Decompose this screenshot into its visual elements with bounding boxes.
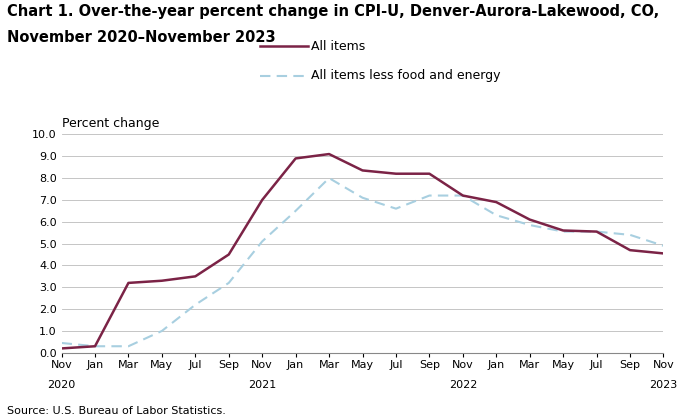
Text: Chart 1. Over-the-year percent change in CPI-U, Denver-Aurora-Lakewood, CO,: Chart 1. Over-the-year percent change in… bbox=[7, 4, 659, 19]
Text: Source: U.S. Bureau of Labor Statistics.: Source: U.S. Bureau of Labor Statistics. bbox=[7, 406, 226, 416]
Text: November 2020–November 2023: November 2020–November 2023 bbox=[7, 30, 276, 45]
Text: Percent change: Percent change bbox=[62, 117, 159, 130]
Text: 2021: 2021 bbox=[248, 380, 276, 390]
Text: 2020: 2020 bbox=[47, 380, 76, 390]
Text: All items less food and energy: All items less food and energy bbox=[311, 69, 501, 82]
Text: 2022: 2022 bbox=[449, 380, 477, 390]
Text: 2023: 2023 bbox=[649, 380, 678, 390]
Text: All items: All items bbox=[311, 40, 365, 52]
